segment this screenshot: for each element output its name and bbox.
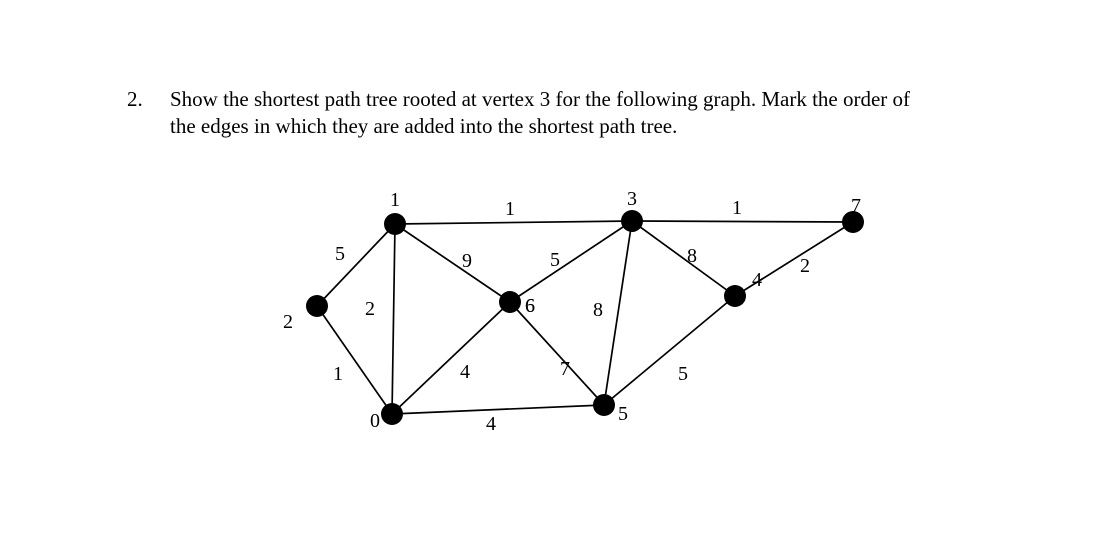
node-label: 5 — [618, 403, 628, 425]
node-label: 7 — [851, 195, 861, 217]
node-label: 4 — [752, 269, 762, 291]
graph-edge — [395, 221, 632, 224]
node-label: 3 — [627, 188, 637, 210]
node-label: 0 — [370, 410, 380, 432]
graph-node — [306, 295, 328, 317]
edge-weight-label: 2 — [365, 298, 375, 320]
graph-edge — [392, 224, 395, 414]
graph-edge — [395, 224, 510, 302]
edge-weight-label: 1 — [333, 363, 343, 385]
graph-edge — [510, 221, 632, 302]
edge-weight-label: 8 — [687, 245, 697, 267]
graph-edge — [632, 221, 735, 296]
graph-edge — [604, 296, 735, 405]
edge-weight-label: 1 — [732, 197, 742, 219]
edge-weight-label: 5 — [335, 243, 345, 265]
graph-diagram: 11512944576858261372405 — [0, 0, 1107, 551]
graph-edge — [317, 306, 392, 414]
edge-weight-label: 5 — [550, 249, 560, 271]
graph-edge — [392, 405, 604, 414]
graph-edge — [317, 224, 395, 306]
graph-node — [381, 403, 403, 425]
edge-weight-label: 4 — [460, 361, 470, 383]
graph-node — [593, 394, 615, 416]
graph-edge — [632, 221, 853, 222]
page-container: 2. Show the shortest path tree rooted at… — [0, 0, 1107, 551]
graph-edge — [510, 302, 604, 405]
graph-edge — [392, 302, 510, 414]
edge-weight-label: 6 — [525, 295, 535, 317]
graph-node — [724, 285, 746, 307]
edge-weight-label: 4 — [486, 413, 496, 435]
node-label: 2 — [283, 311, 293, 333]
edge-weight-label: 2 — [800, 255, 810, 277]
graph-node — [384, 213, 406, 235]
edge-weight-label: 1 — [505, 198, 515, 220]
graph-edge — [604, 221, 632, 405]
edge-weight-label: 5 — [678, 363, 688, 385]
node-label: 1 — [390, 189, 400, 211]
edge-weight-label: 8 — [593, 299, 603, 321]
graph-node — [621, 210, 643, 232]
graph-node — [499, 291, 521, 313]
edge-weight-label: 9 — [462, 250, 472, 272]
edge-weight-label: 7 — [560, 358, 570, 380]
